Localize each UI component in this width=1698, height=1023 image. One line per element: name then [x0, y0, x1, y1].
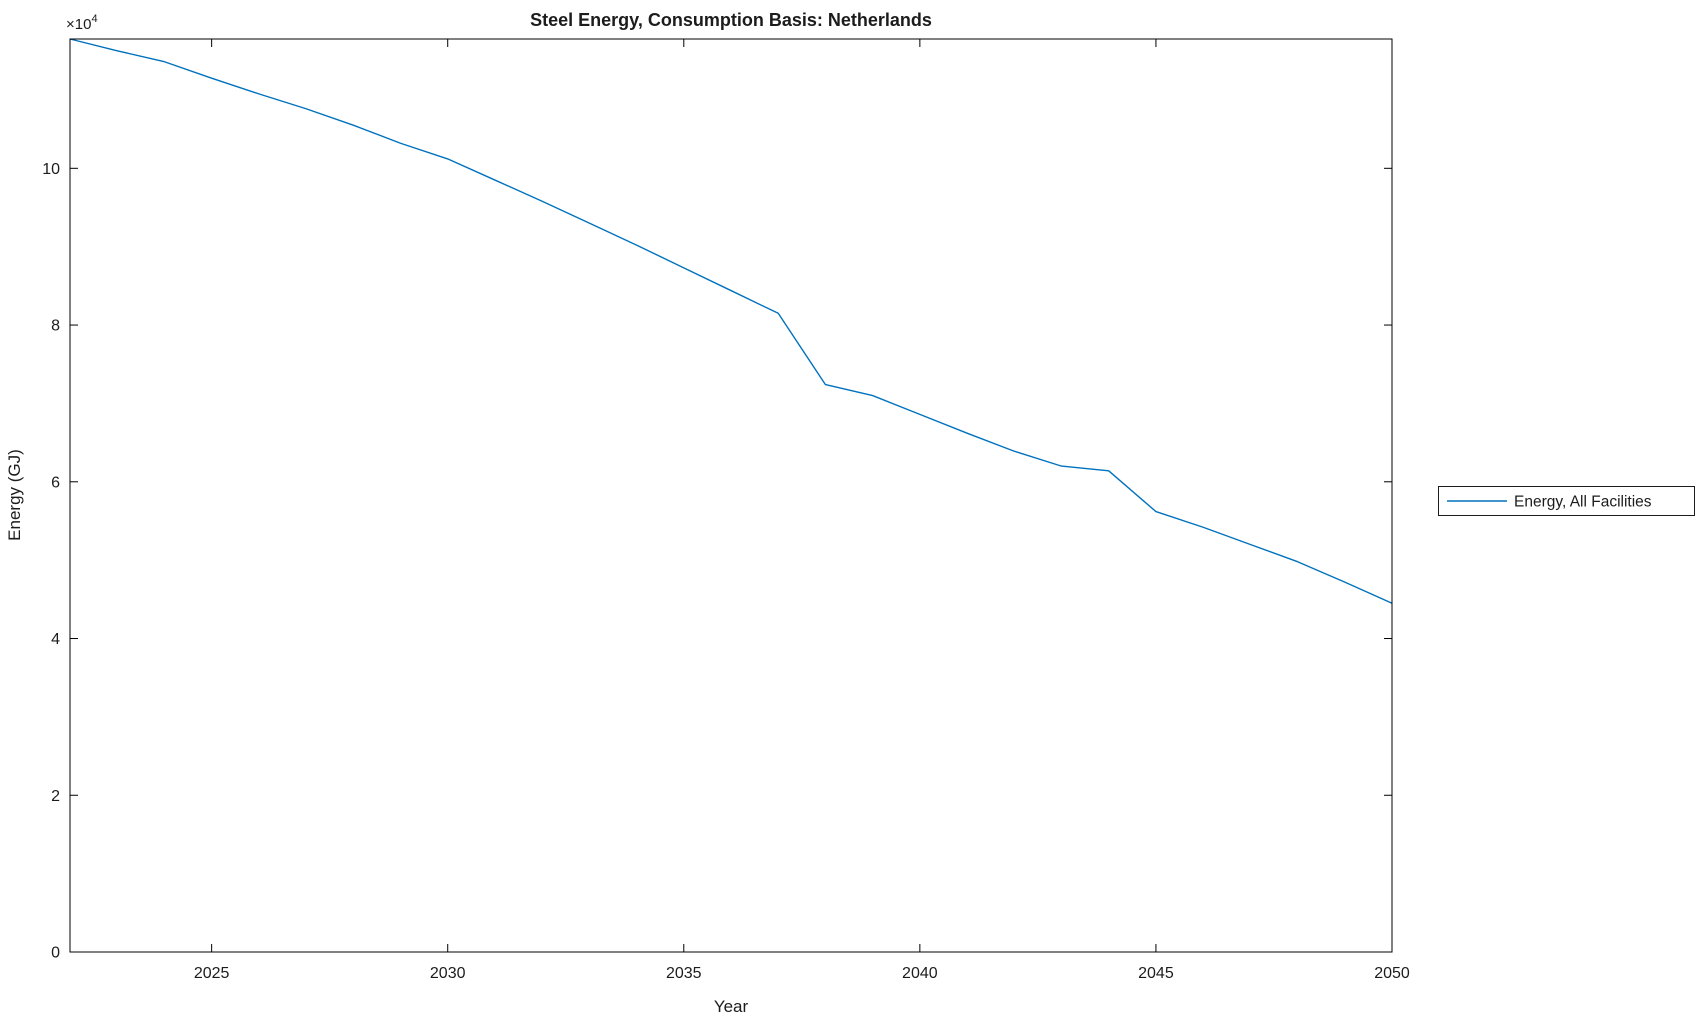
y-axis-label: Energy (GJ) — [5, 449, 24, 541]
energy-series-line — [69, 38, 1393, 604]
y-tick-label: 8 — [51, 318, 60, 335]
legend-entry-label: Energy, All Facilities — [1514, 494, 1652, 511]
x-tick-label: 2035 — [666, 965, 702, 982]
chart-title: Steel Energy, Consumption Basis: Netherl… — [530, 10, 932, 30]
y-tick-label: 4 — [51, 631, 60, 648]
y-axis-multiplier: ×104 — [66, 13, 98, 33]
y-tick-label: 0 — [51, 945, 60, 962]
y-tick-label: 10 — [42, 161, 60, 178]
x-tick-label: 2050 — [1374, 965, 1410, 982]
x-tick-label: 2025 — [194, 965, 230, 982]
y-tick-label: 2 — [51, 788, 60, 805]
x-tick-label: 2040 — [902, 965, 938, 982]
x-axis-label: Year — [714, 997, 749, 1016]
plot-area — [69, 38, 1393, 953]
legend: Energy, All Facilities — [1438, 486, 1695, 516]
y-tick-label: 6 — [51, 474, 60, 491]
x-tick-label: 2045 — [1138, 965, 1174, 982]
x-tick-label: 2030 — [430, 965, 466, 982]
